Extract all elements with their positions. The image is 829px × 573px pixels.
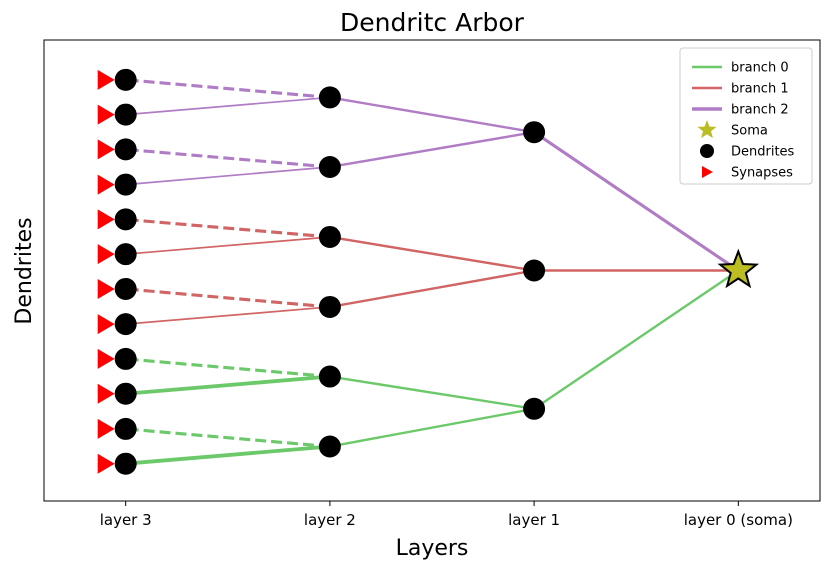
- branch-edge: [533, 130, 740, 272]
- dendrite-node: [523, 259, 546, 282]
- dendrite-node: [114, 347, 137, 370]
- dendrite-node: [114, 277, 137, 300]
- dendrite-node: [318, 435, 341, 458]
- legend-soma-swatch: [697, 120, 717, 139]
- legend-label: Synapses: [731, 166, 793, 181]
- legend-label: branch 0: [731, 61, 789, 76]
- x-tick-label: layer 1: [508, 511, 560, 529]
- dendrite-node: [114, 103, 137, 126]
- branch-edge: [125, 444, 331, 466]
- soma-layer: [717, 248, 760, 289]
- legend-synapse-swatch: [702, 166, 713, 178]
- synapse-marker: [97, 453, 115, 474]
- dendrite-node: [114, 417, 137, 440]
- synapse-marker: [97, 139, 115, 160]
- x-tick-label: layer 0 (soma): [684, 511, 793, 529]
- branch-edge: [329, 96, 535, 134]
- branch-edge: [329, 235, 535, 272]
- dendrite-node: [318, 225, 341, 248]
- dendrite-node: [318, 295, 341, 318]
- dendrite-node: [523, 121, 546, 144]
- x-tick-label: layer 2: [304, 511, 356, 529]
- legend-dendrite-swatch: [700, 144, 714, 158]
- legend-label: branch 2: [731, 103, 789, 118]
- dendrite-node: [114, 68, 137, 91]
- branch-edge: [125, 357, 331, 379]
- legend-label: Dendrites: [731, 145, 795, 160]
- x-ticks: layer 3 layer 2 layer 1 layer 0 (soma): [100, 501, 793, 529]
- branch-edge: [125, 78, 331, 99]
- y-axis-label: Dendrites: [12, 217, 37, 324]
- dendrite-node: [114, 138, 137, 161]
- dendrite-node: [114, 313, 137, 336]
- branch-edge: [125, 96, 330, 116]
- edges-layer: [125, 78, 740, 466]
- branch-edge: [125, 217, 331, 239]
- synapse-marker: [97, 104, 115, 125]
- x-tick-label: layer 3: [100, 511, 152, 529]
- branch-edge: [125, 374, 331, 396]
- synapse-marker: [97, 348, 115, 369]
- legend-label: Soma: [731, 124, 768, 139]
- branch-edge: [329, 375, 535, 410]
- synapses-layer: [97, 69, 115, 474]
- synapse-marker: [97, 209, 115, 230]
- synapse-marker: [97, 418, 115, 439]
- branch-edge: [125, 147, 331, 169]
- branch-edge: [329, 131, 535, 169]
- synapse-marker: [97, 174, 115, 195]
- dendrite-node: [114, 208, 137, 231]
- dendrite-node: [318, 86, 341, 109]
- branch-edge: [329, 269, 535, 309]
- chart-title: Dendritc Arbor: [340, 8, 525, 37]
- dendrite-node: [114, 452, 137, 475]
- branch-edge: [329, 407, 535, 448]
- nodes-layer: [114, 68, 546, 475]
- branch-edge: [125, 236, 330, 256]
- plot-area-frame: [43, 39, 821, 502]
- dendrite-node: [523, 397, 546, 420]
- soma-marker: [717, 248, 760, 289]
- synapse-marker: [97, 314, 115, 335]
- branch-edge: [125, 427, 331, 449]
- branch-edge: [533, 269, 739, 410]
- branch-edge: [125, 166, 330, 186]
- legend: branch 0 branch 1 branch 2 Soma Dendrites Syn…: [679, 47, 813, 185]
- dendrite-node: [114, 243, 137, 266]
- dendrite-node: [114, 173, 137, 196]
- synapse-marker: [97, 278, 115, 299]
- synapse-marker: [97, 69, 115, 90]
- branch-edge: [125, 287, 331, 309]
- legend-label: branch 1: [731, 82, 789, 97]
- synapse-marker: [97, 383, 115, 404]
- x-axis-label: Layers: [396, 536, 469, 561]
- dendrite-node: [318, 365, 341, 388]
- synapse-marker: [97, 244, 115, 265]
- dendrite-node: [114, 382, 137, 405]
- dendrite-node: [318, 155, 341, 178]
- branch-edge: [125, 306, 330, 325]
